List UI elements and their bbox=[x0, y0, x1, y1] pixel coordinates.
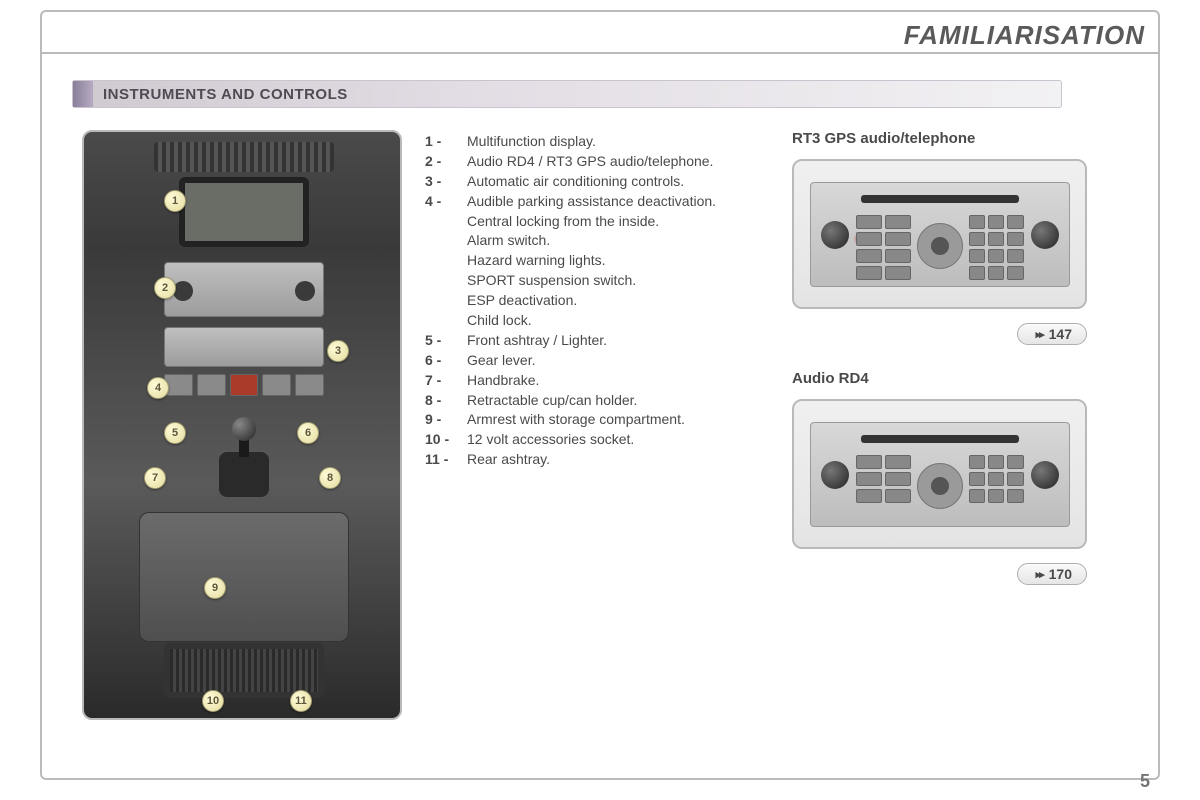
legend-number: 4 - bbox=[425, 192, 467, 211]
rd4-unit-illustration bbox=[792, 399, 1087, 549]
legend-row: 10 -12 volt accessories socket. bbox=[425, 430, 785, 449]
legend-text: Gear lever. bbox=[467, 351, 785, 370]
multifunction-display-graphic bbox=[179, 177, 309, 247]
aircon-controls-graphic bbox=[164, 327, 324, 367]
legend-subtext: Central locking from the inside. bbox=[467, 212, 785, 231]
legend-text: Automatic air conditioning controls. bbox=[467, 172, 785, 191]
callout-badge-4: 4 bbox=[147, 377, 169, 399]
section-heading-bar: INSTRUMENTS AND CONTROLS bbox=[72, 80, 1062, 108]
callout-badge-9: 9 bbox=[204, 577, 226, 599]
legend-row: Alarm switch. bbox=[425, 231, 785, 250]
legend-text: Audible parking assistance deactivation. bbox=[467, 192, 785, 211]
rt3-title: RT3 GPS audio/telephone bbox=[792, 130, 1097, 147]
legend-row: 6 -Gear lever. bbox=[425, 351, 785, 370]
callout-badge-8: 8 bbox=[319, 467, 341, 489]
audio-units-column: RT3 GPS audio/telephone ▸▸ 147 Audio RD4… bbox=[792, 130, 1097, 610]
legend-row: 5 -Front ashtray / Lighter. bbox=[425, 331, 785, 350]
legend-text: Multifunction display. bbox=[467, 132, 785, 151]
legend-subtext: ESP deactivation. bbox=[467, 291, 785, 310]
legend-number: 5 - bbox=[425, 331, 467, 350]
legend-text: Handbrake. bbox=[467, 371, 785, 390]
legend-text: Retractable cup/can holder. bbox=[467, 391, 785, 410]
legend-subtext: SPORT suspension switch. bbox=[467, 271, 785, 290]
legend-subtext: Child lock. bbox=[467, 311, 785, 330]
legend-row: 9 -Armrest with storage compartment. bbox=[425, 410, 785, 429]
legend-row: SPORT suspension switch. bbox=[425, 271, 785, 290]
switch-row-graphic bbox=[164, 374, 324, 396]
legend-text: Armrest with storage compartment. bbox=[467, 410, 785, 429]
callout-badge-1: 1 bbox=[164, 190, 186, 212]
legend-text: Audio RD4 / RT3 GPS audio/telephone. bbox=[467, 152, 785, 171]
legend-row: 8 -Retractable cup/can holder. bbox=[425, 391, 785, 410]
rd4-page-reference[interactable]: ▸▸ 170 bbox=[1017, 563, 1087, 585]
callout-badge-6: 6 bbox=[297, 422, 319, 444]
forward-icon: ▸▸ bbox=[1036, 328, 1043, 341]
armrest-graphic bbox=[139, 512, 349, 642]
chapter-title: FAMILIARISATION bbox=[904, 20, 1145, 51]
hazard-button-graphic bbox=[230, 374, 259, 396]
gear-lever-graphic bbox=[219, 417, 269, 497]
callout-badge-2: 2 bbox=[154, 277, 176, 299]
legend-row: 4 -Audible parking assistance deactivati… bbox=[425, 192, 785, 211]
legend-text: Front ashtray / Lighter. bbox=[467, 331, 785, 350]
legend-row: 7 -Handbrake. bbox=[425, 371, 785, 390]
section-title: INSTRUMENTS AND CONTROLS bbox=[93, 86, 348, 103]
header-rule bbox=[40, 52, 1160, 54]
controls-legend-list: 1 -Multifunction display.2 -Audio RD4 / … bbox=[425, 132, 785, 470]
legend-row: Child lock. bbox=[425, 311, 785, 330]
legend-row: 11 -Rear ashtray. bbox=[425, 450, 785, 469]
legend-row: ESP deactivation. bbox=[425, 291, 785, 310]
page-number: 5 bbox=[1140, 771, 1150, 792]
legend-subtext: Hazard warning lights. bbox=[467, 251, 785, 270]
callout-badge-11: 11 bbox=[290, 690, 312, 712]
upper-vent-graphic bbox=[154, 142, 334, 172]
legend-text: 12 volt accessories socket. bbox=[467, 430, 785, 449]
rd4-page-number: 170 bbox=[1049, 566, 1072, 582]
legend-subtext: Alarm switch. bbox=[467, 231, 785, 250]
callout-badge-3: 3 bbox=[327, 340, 349, 362]
legend-row: 3 -Automatic air conditioning controls. bbox=[425, 172, 785, 191]
legend-number: 9 - bbox=[425, 410, 467, 429]
legend-number: 8 - bbox=[425, 391, 467, 410]
legend-number: 10 - bbox=[425, 430, 467, 449]
legend-text: Rear ashtray. bbox=[467, 450, 785, 469]
legend-row: 2 -Audio RD4 / RT3 GPS audio/telephone. bbox=[425, 152, 785, 171]
rt3-page-reference[interactable]: ▸▸ 147 bbox=[1017, 323, 1087, 345]
legend-number: 7 - bbox=[425, 371, 467, 390]
legend-row: 1 -Multifunction display. bbox=[425, 132, 785, 151]
legend-number: 11 - bbox=[425, 450, 467, 469]
callout-badge-10: 10 bbox=[202, 690, 224, 712]
legend-number: 2 - bbox=[425, 152, 467, 171]
legend-number: 3 - bbox=[425, 172, 467, 191]
centre-console-illustration: 1 2 3 4 5 6 7 8 9 10 11 bbox=[82, 130, 402, 720]
legend-row: Central locking from the inside. bbox=[425, 212, 785, 231]
legend-number: 6 - bbox=[425, 351, 467, 370]
rt3-page-number: 147 bbox=[1049, 326, 1072, 342]
audio-unit-graphic bbox=[164, 262, 324, 317]
callout-badge-5: 5 bbox=[164, 422, 186, 444]
legend-number: 1 - bbox=[425, 132, 467, 151]
rt3-unit-illustration bbox=[792, 159, 1087, 309]
rd4-title: Audio RD4 bbox=[792, 370, 1097, 387]
section-accent bbox=[73, 81, 93, 107]
legend-row: Hazard warning lights. bbox=[425, 251, 785, 270]
callout-badge-7: 7 bbox=[144, 467, 166, 489]
forward-icon: ▸▸ bbox=[1036, 568, 1043, 581]
